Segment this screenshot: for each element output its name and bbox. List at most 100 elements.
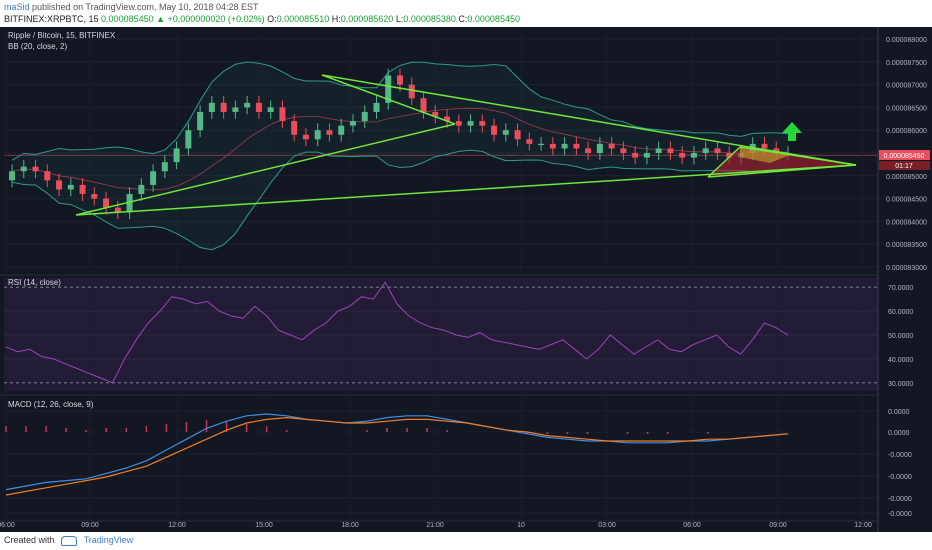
candle-body <box>655 148 662 153</box>
macd-pane <box>5 413 789 496</box>
candle-body <box>667 148 674 153</box>
bb-upper <box>11 61 789 161</box>
macd-tick-label: -0.0000 <box>888 452 912 459</box>
bb-fill <box>12 62 788 250</box>
created-with-text: Created with <box>4 535 55 545</box>
candle-body <box>338 125 345 135</box>
candle-body <box>79 184 86 195</box>
candle-body <box>56 180 63 190</box>
candle-body <box>20 166 27 172</box>
time-tick-label: 06:00 <box>683 522 701 529</box>
candle-body <box>291 121 298 135</box>
rsi-tick-label: 60.0000 <box>888 309 913 316</box>
candle-body <box>643 153 650 158</box>
candle-body <box>632 153 639 158</box>
time-tick-label: 12:00 <box>168 522 186 529</box>
candle-body <box>620 148 627 153</box>
grid <box>0 27 878 522</box>
candle-body <box>197 111 204 131</box>
candle-body <box>326 130 333 135</box>
candle-body <box>502 130 509 135</box>
candle-body <box>91 194 98 199</box>
candle-body <box>385 75 392 103</box>
price-tag: 0.000085450 01:17 <box>879 150 930 170</box>
pane-labels: Ripple / Bitcoin, 15, BITFINEX BB (20, c… <box>8 31 116 409</box>
macd-tick-label: -0.0000 <box>888 474 912 481</box>
candle-body <box>408 84 415 99</box>
candle-body <box>173 148 180 163</box>
candle-body <box>573 143 580 149</box>
macd-series <box>5 413 789 491</box>
macd-tick-label: -0.0000 <box>888 496 912 503</box>
price-tick-label: 0.000083000 <box>886 265 927 272</box>
macd-tick-label: 0.0000 <box>888 430 910 437</box>
candle-body <box>491 125 498 135</box>
publish-header: maSid published on TradingView.com, May … <box>0 0 932 27</box>
open-label: O: <box>267 14 277 24</box>
time-tick-label: 09:00 <box>81 522 99 529</box>
time-tick-label: 06:00 <box>0 522 15 529</box>
candle-body <box>479 121 486 126</box>
candle-body <box>32 166 39 172</box>
change-value: ▲ +0.000000020 (+0.02%) <box>156 14 265 24</box>
price-tick-label: 0.000086000 <box>886 128 927 135</box>
time-tick-label: 21:00 <box>426 522 444 529</box>
time-tick-label: 15:00 <box>255 522 273 529</box>
chart-title: Ripple / Bitcoin, 15, BITFINEX <box>8 31 116 40</box>
triangle-side <box>321 74 456 125</box>
candle-body <box>455 121 462 126</box>
candle-body <box>138 184 145 195</box>
rsi-tick-label: 30.0000 <box>888 381 913 388</box>
time-tick-label: 18:00 <box>341 522 359 529</box>
upper-trendline <box>321 74 857 166</box>
last-price: 0.000085450 <box>101 14 154 24</box>
price-tick-label: 0.000083500 <box>886 242 927 249</box>
candle-body <box>714 148 721 153</box>
macd-label: MACD (12, 26, close, 9) <box>8 400 94 409</box>
candle-body <box>608 143 615 149</box>
time-tick-label: 03:00 <box>598 522 616 529</box>
high-value: 0.000085620 <box>340 14 394 24</box>
tradingview-logo-icon[interactable] <box>61 535 78 546</box>
time-tick-label: 12:00 <box>854 522 872 529</box>
candle-body <box>44 171 51 181</box>
candle-body <box>279 107 286 122</box>
candle-body <box>432 111 439 117</box>
low-value: 0.000085380 <box>403 14 456 24</box>
ohlc-line: BITFINEX:XRPBTC, 15 0.000085450 ▲ +0.000… <box>4 14 520 24</box>
pennant-left <box>707 146 741 178</box>
macd-tick-label: 0.0000 <box>888 409 910 416</box>
candle-body <box>526 139 533 144</box>
candle-body <box>549 143 556 149</box>
time-tick-label: 09:00 <box>769 522 787 529</box>
symbol-info: BITFINEX:XRPBTC, 15 <box>4 14 99 24</box>
author-link[interactable]: maSid <box>4 2 30 12</box>
candle-body <box>185 130 192 149</box>
tradingview-link[interactable]: TradingView <box>83 535 134 545</box>
candles <box>9 68 791 220</box>
candle-body <box>538 143 545 146</box>
candle-body <box>397 75 403 85</box>
published-text: published on TradingView.com, May 10, 20… <box>32 2 259 12</box>
candle-body <box>208 102 215 112</box>
candle-body <box>302 134 309 140</box>
pennant-bottom <box>707 164 857 178</box>
candle-body <box>114 207 121 213</box>
candle-body <box>679 153 686 158</box>
candle-body <box>514 130 521 140</box>
time-tick-label: 10 <box>517 522 525 529</box>
candle-body <box>761 143 768 149</box>
candle-body <box>585 148 592 153</box>
candle-body <box>161 162 168 172</box>
footer: Created with TradingView <box>0 532 932 550</box>
countdown-value: 01:17 <box>895 163 913 170</box>
candle-body <box>103 198 110 208</box>
high-label: H: <box>331 14 341 24</box>
candle-body <box>773 148 780 153</box>
price-tick-label: 0.000084000 <box>886 219 927 226</box>
price-tick-label: 0.000086500 <box>886 105 927 112</box>
pennant-yellow-fill <box>740 147 790 163</box>
candle-body <box>244 102 251 108</box>
candle-body <box>702 148 709 153</box>
chart-canvas[interactable]: 0.000088000 0.000087500 0.000087000 0.00008… <box>0 27 932 532</box>
